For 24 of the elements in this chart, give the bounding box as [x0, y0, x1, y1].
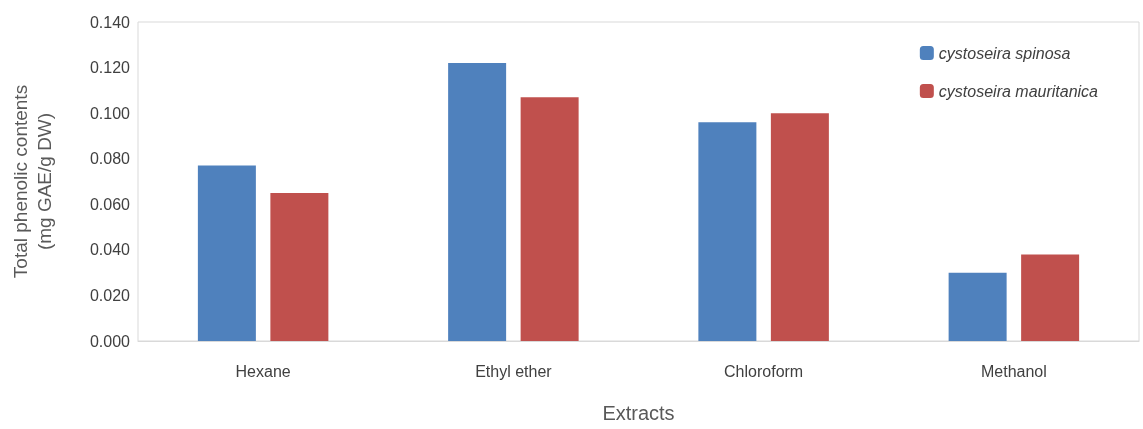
x-tick-label: Chloroform [724, 362, 804, 380]
x-tick-label: Ethyl ether [475, 362, 553, 380]
bar [520, 97, 579, 341]
y-tick-label: 0.040 [89, 241, 131, 259]
bar [448, 63, 507, 341]
bar [1021, 254, 1080, 341]
legend-label: cystoseira spinosa [938, 44, 1071, 62]
bar [698, 122, 757, 341]
bar [770, 113, 829, 341]
x-tick-label: Hexane [235, 362, 291, 380]
y-axis-title: Total phenolic contents (mg GAE/g DW) [9, 84, 55, 279]
y-tick-label: 0.140 [89, 13, 131, 31]
bar [197, 165, 256, 341]
bar [948, 272, 1007, 341]
y-tick-label: 0.100 [89, 104, 131, 122]
x-tick-label: Methanol [980, 362, 1047, 380]
y-tick-label: 0.060 [89, 195, 131, 213]
y-tick-label: 0.000 [89, 332, 131, 350]
bar [270, 192, 329, 341]
y-tick-label: 0.020 [89, 286, 131, 304]
y-tick-label: 0.080 [89, 150, 131, 168]
y-tick-label: 0.120 [89, 59, 131, 77]
x-axis-title: Extracts [602, 402, 675, 424]
legend-label: cystoseira mauritanica [938, 82, 1099, 100]
